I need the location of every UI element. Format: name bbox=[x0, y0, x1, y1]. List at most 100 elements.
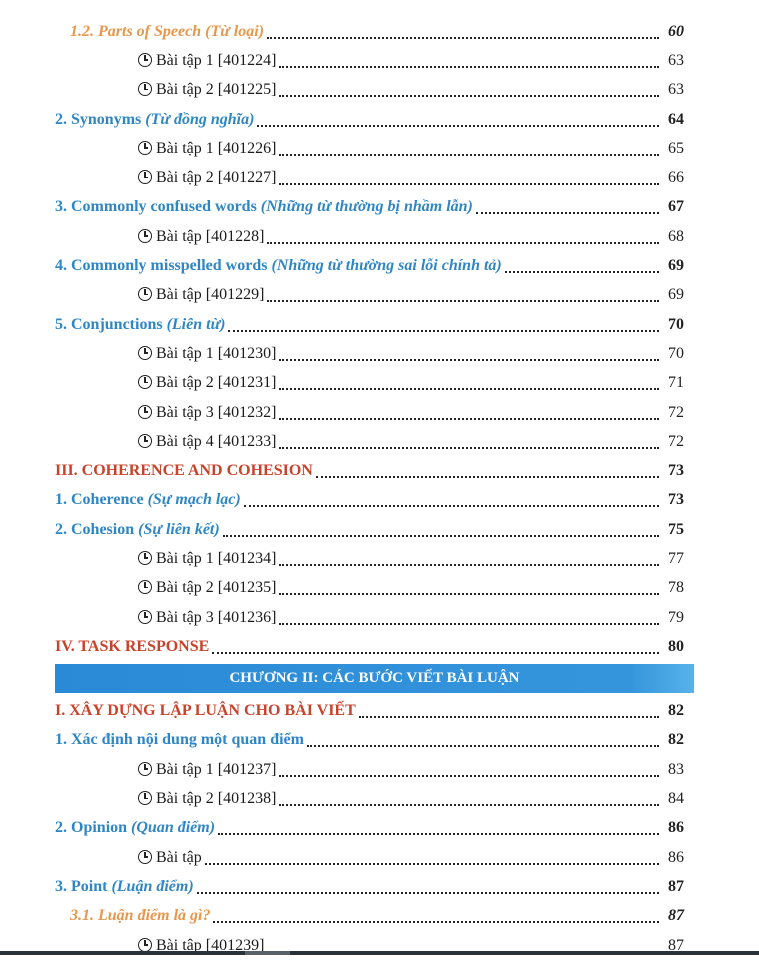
toc-entry-label: 3. Commonly confused words (Những từ thư… bbox=[55, 198, 473, 216]
toc-entry-title: 2. Cohesion bbox=[55, 520, 135, 538]
toc-entry-title: Bài tập [401229] bbox=[156, 286, 265, 304]
toc-entry-ex[interactable]: Bài tập [401229] 69 bbox=[0, 281, 759, 310]
toc-entry-title: 3. Point bbox=[55, 877, 108, 895]
toc-entry-section[interactable]: III. COHERENCE AND COHESION 73 bbox=[0, 456, 759, 485]
toc-entry-title: Bài tập 4 [401233] bbox=[156, 432, 277, 450]
toc-entry-main[interactable]: 4. Commonly misspelled words (Những từ t… bbox=[0, 251, 759, 280]
page-number: 64 bbox=[668, 110, 684, 128]
toc-entry-title: 4. Commonly misspelled words bbox=[55, 257, 268, 275]
toc-entry-main[interactable]: 3. Commonly confused words (Những từ thư… bbox=[0, 193, 759, 222]
page-number: 72 bbox=[668, 432, 684, 450]
page-number: 80 bbox=[668, 637, 684, 655]
dot-leader bbox=[218, 833, 659, 836]
dot-leader bbox=[306, 745, 659, 748]
clock-icon bbox=[138, 550, 152, 565]
toc-entry-ex[interactable]: Bài tập 2 [401235] 78 bbox=[0, 574, 759, 603]
toc-entry-ex[interactable]: Bài tập 4 [401233] 72 bbox=[0, 427, 759, 456]
page-number: 79 bbox=[668, 608, 684, 626]
dot-leader bbox=[475, 212, 659, 215]
toc-entry-ex[interactable]: Bài tập 1 [401224] 63 bbox=[0, 46, 759, 75]
dot-leader bbox=[267, 36, 659, 39]
toc-entry-title: I. XÂY DỰNG LẬP LUẬN CHO BÀI VIẾT bbox=[55, 702, 356, 720]
page-number: 78 bbox=[668, 579, 684, 597]
toc-entry-label: 3. Point (Luận điểm) bbox=[55, 878, 194, 896]
toc-entry-label: IV. TASK RESPONSE bbox=[55, 638, 209, 656]
toc-entry-ex[interactable]: Bài tập 1 [401237] 83 bbox=[0, 755, 759, 784]
dot-leader bbox=[267, 241, 659, 244]
toc-entry-label: Bài tập 1 [401224] bbox=[138, 52, 276, 70]
toc-entry-sub[interactable]: 1.2. Parts of Speech (Từ loại) 60 bbox=[0, 17, 759, 46]
toc-entry-main[interactable]: 2. Synonyms (Từ đồng nghĩa) 64 bbox=[0, 105, 759, 134]
dot-leader bbox=[204, 862, 659, 865]
toc-entry-ex[interactable]: Bài tập 86 bbox=[0, 843, 759, 872]
toc-entry-title: 2. Synonyms bbox=[55, 110, 142, 128]
toc-entry-label: Bài tập 4 [401233] bbox=[138, 433, 276, 451]
scrollbar-thumb[interactable] bbox=[245, 951, 290, 955]
toc-entry-title: 3. Commonly confused words bbox=[55, 198, 257, 216]
toc-entry-label: Bài tập 3 [401236] bbox=[138, 609, 276, 627]
dot-leader bbox=[257, 124, 659, 127]
page-number: 66 bbox=[668, 169, 684, 187]
dot-leader bbox=[279, 417, 659, 420]
toc-entry-ex[interactable]: Bài tập 1 [401234] 77 bbox=[0, 544, 759, 573]
clock-icon bbox=[138, 140, 152, 155]
toc-entry-label: Bài tập 2 [401227] bbox=[138, 169, 276, 187]
page-number: 87 bbox=[668, 936, 684, 954]
toc-entry-label: Bài tập 2 [401238] bbox=[138, 790, 276, 808]
toc-entry-subtitle: (Từ đồng nghĩa) bbox=[145, 110, 255, 128]
dot-leader bbox=[504, 271, 659, 274]
toc-entry-ex[interactable]: Bài tập 3 [401236] 79 bbox=[0, 603, 759, 632]
toc-entry-label: Bài tập bbox=[138, 849, 202, 867]
toc-entry-main[interactable]: 1. Xác định nội dung một quan điểm 82 bbox=[0, 726, 759, 755]
page-number: 63 bbox=[668, 81, 684, 99]
toc-entry-title: Bài tập [401228] bbox=[156, 227, 265, 245]
toc-entry-ex[interactable]: Bài tập 2 [401227] 66 bbox=[0, 163, 759, 192]
toc-entry-section[interactable]: I. XÂY DỰNG LẬP LUẬN CHO BÀI VIẾT 82 bbox=[0, 697, 759, 726]
toc-entry-label: 3.1. Luận điểm là gì? bbox=[70, 907, 210, 925]
toc-entry-main[interactable]: 1. Coherence (Sự mạch lạc) 73 bbox=[0, 486, 759, 515]
toc-entry-title: Bài tập 1 [401226] bbox=[156, 139, 277, 157]
toc-entry-title: Bài tập 3 [401232] bbox=[156, 403, 277, 421]
toc-entry-title: 1.2. Parts of Speech bbox=[70, 22, 202, 40]
toc-entry-ex[interactable]: Bài tập 2 [401231] 71 bbox=[0, 369, 759, 398]
toc-entry-section[interactable]: IV. TASK RESPONSE 80 bbox=[0, 632, 759, 661]
page-number: 82 bbox=[668, 731, 684, 749]
toc-entry-main[interactable]: 2. Cohesion (Sự liên kết) 75 bbox=[0, 515, 759, 544]
toc-entry-label: 1.2. Parts of Speech (Từ loại) bbox=[70, 23, 264, 41]
page-number: 86 bbox=[668, 848, 684, 866]
toc-entry-title: III. COHERENCE AND COHESION bbox=[55, 462, 313, 480]
toc-entry-title: Bài tập 2 [401225] bbox=[156, 81, 277, 99]
toc-entry-main[interactable]: 2. Opinion (Quan điểm) 86 bbox=[0, 814, 759, 843]
toc-entry-title: 3.1. Luận điểm là gì? bbox=[70, 907, 211, 925]
toc-entry-title: IV. TASK RESPONSE bbox=[55, 637, 210, 655]
toc-entry-ex[interactable]: Bài tập 3 [401232] 72 bbox=[0, 398, 759, 427]
dot-leader bbox=[358, 716, 659, 719]
toc-entry-ex[interactable]: Bài tập 2 [401238] 84 bbox=[0, 784, 759, 813]
toc-entry-ex[interactable]: Bài tập 1 [401230] 70 bbox=[0, 339, 759, 368]
toc-entry-title: Bài tập 2 [401227] bbox=[156, 169, 277, 187]
clock-icon bbox=[138, 849, 152, 864]
dot-leader bbox=[222, 534, 659, 537]
dot-leader bbox=[212, 651, 659, 654]
toc-entry-sub[interactable]: 3.1. Luận điểm là gì? 87 bbox=[0, 902, 759, 931]
toc-entry-subtitle: (Liên từ) bbox=[166, 315, 226, 333]
clock-icon bbox=[138, 404, 152, 419]
dot-leader bbox=[279, 774, 659, 777]
toc-entry-ex[interactable]: Bài tập 1 [401226] 65 bbox=[0, 134, 759, 163]
page-number: 65 bbox=[668, 139, 684, 157]
toc-entry-ex[interactable]: Bài tập [401239] 87 bbox=[0, 931, 759, 960]
page-number: 77 bbox=[668, 549, 684, 567]
dot-leader bbox=[279, 358, 659, 361]
toc-entry-main[interactable]: 3. Point (Luận điểm) 87 bbox=[0, 872, 759, 901]
scrollbar[interactable] bbox=[0, 951, 759, 955]
toc-entry-title: Bài tập 2 [401231] bbox=[156, 374, 277, 392]
dot-leader bbox=[279, 95, 659, 98]
toc-entry-ex[interactable]: Bài tập [401228] 68 bbox=[0, 222, 759, 251]
toc-entry-main[interactable]: 5. Conjunctions (Liên từ) 70 bbox=[0, 310, 759, 339]
page-number: 69 bbox=[668, 257, 684, 275]
table-of-contents: 1.2. Parts of Speech (Từ loại) 60 Bài tập … bbox=[0, 17, 759, 960]
toc-entry-subtitle: (Quan điểm) bbox=[131, 819, 216, 837]
toc-entry-subtitle: (Những từ thường bị nhầm lẫn) bbox=[260, 198, 473, 216]
toc-entry-ex[interactable]: Bài tập 2 [401225] 63 bbox=[0, 76, 759, 105]
dot-leader bbox=[267, 300, 659, 303]
